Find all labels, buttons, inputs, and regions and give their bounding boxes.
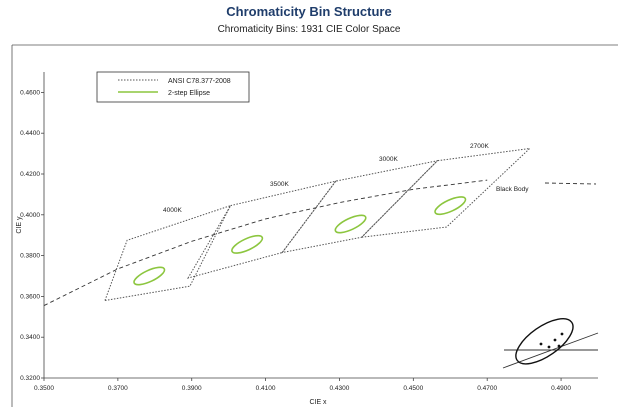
legend: ANSI C78.377-2008 2-step Ellipse — [96, 71, 250, 103]
black-body-label: Black Body — [496, 186, 529, 193]
ansi-bin-quadrangle — [186, 180, 337, 279]
chart-subtitle: Chromaticity Bins: 1931 CIE Color Space — [217, 24, 401, 35]
two-step-ellipse — [133, 266, 166, 286]
x-tick-label: 0.4500 — [403, 385, 423, 392]
y-tick-label: 0.3400 — [20, 334, 40, 341]
x-axis-label: CIE x — [309, 399, 327, 406]
y-tick-label: 0.4600 — [20, 89, 40, 96]
y-tick-label: 0.4400 — [20, 130, 40, 137]
legend-box — [96, 71, 250, 103]
x-tick-label: 0.4900 — [551, 385, 571, 392]
cct-bin-label: 2700K — [470, 143, 489, 150]
x-tick-label: 0.4100 — [256, 385, 276, 392]
y-tick-label: 0.3600 — [20, 293, 40, 300]
legend-label-ellipse: 2-step Ellipse — [168, 90, 210, 97]
cct-bin-label: 4000K — [163, 207, 182, 214]
inset-point — [547, 345, 551, 349]
y-tick-label: 0.3200 — [20, 375, 40, 382]
black-body-curve — [43, 179, 488, 306]
inset-point — [553, 338, 557, 342]
x-tick-label: 0.4700 — [477, 385, 497, 392]
x-tick-label: 0.3900 — [182, 385, 202, 392]
two-step-ellipse — [434, 196, 467, 216]
ansi-bin-quadrangle — [104, 204, 232, 302]
cct-bin-label: 3500K — [270, 181, 289, 188]
inset-point — [557, 344, 561, 348]
x-tick-label: 0.3500 — [34, 385, 54, 392]
y-tick-label: 0.3800 — [20, 253, 40, 260]
inset-ellipse — [515, 318, 574, 365]
chart-title: Chromaticity Bin Structure — [226, 4, 392, 19]
inset-point — [539, 342, 543, 346]
y-tick-label: 0.4000 — [20, 212, 40, 219]
y-axis-ticks: 0.3200 0.3400 0.3600 0.3800 0.4000 0.4200 0.44… — [20, 89, 44, 382]
y-axis-label: CIE y — [16, 216, 23, 234]
x-axis-ticks: 0.3500 0.3700 0.3900 0.4100 0.4300 0.4500 0.47… — [34, 378, 571, 392]
plot-area: Black Body 4000K 3500K 3000K 2700K — [43, 143, 599, 369]
two-step-ellipse — [334, 214, 367, 234]
inset-point — [560, 332, 564, 336]
cct-bin-label: 3000K — [379, 156, 398, 163]
ansi-bin-quadrangle — [281, 159, 439, 254]
x-tick-label: 0.3700 — [108, 385, 128, 392]
legend-label-ansi: ANSI C78.377-2008 — [168, 78, 231, 85]
two-step-ellipse — [231, 234, 264, 254]
black-body-curve-tail — [544, 182, 597, 185]
y-tick-label: 0.4200 — [20, 171, 40, 178]
x-tick-label: 0.4300 — [330, 385, 350, 392]
